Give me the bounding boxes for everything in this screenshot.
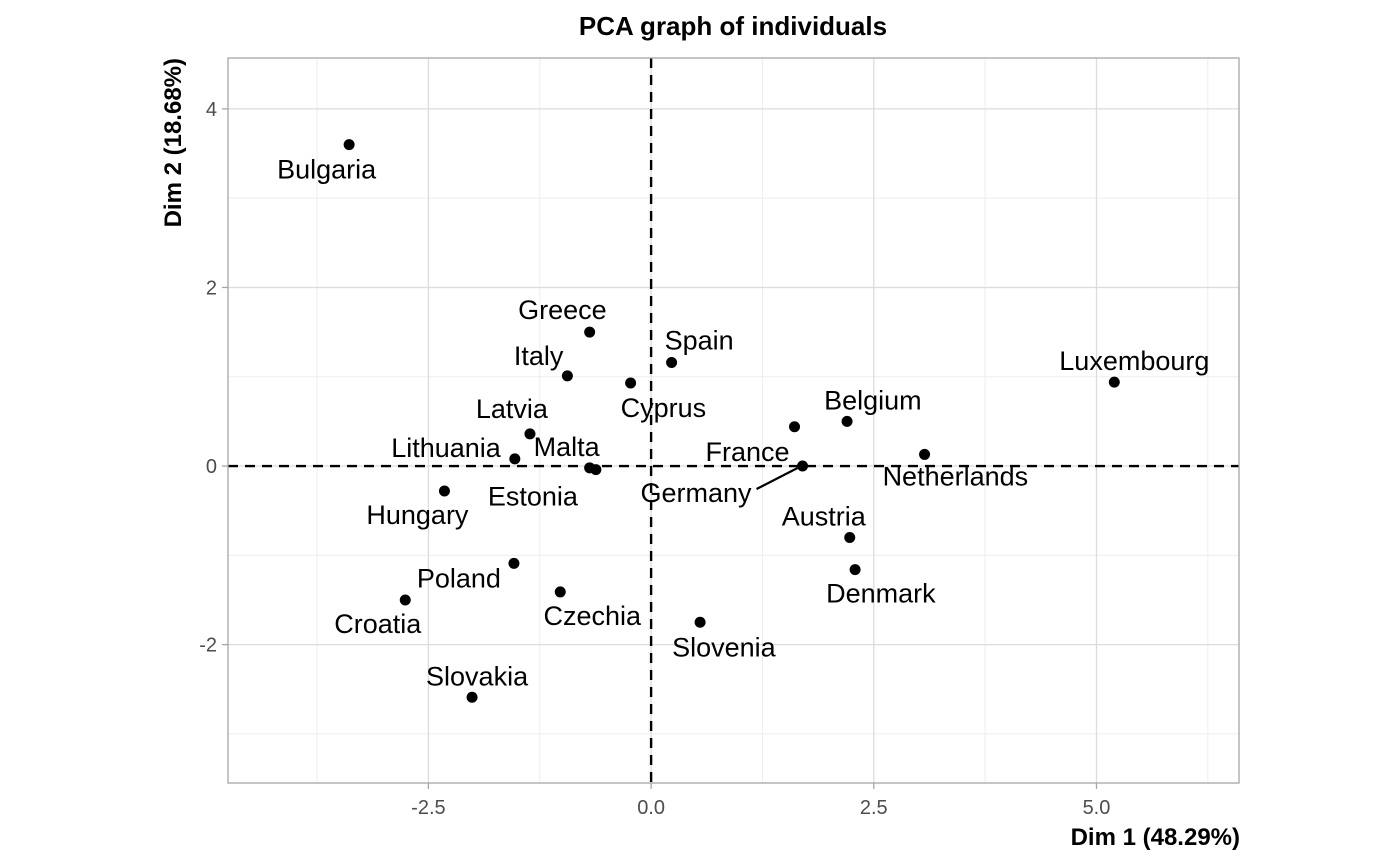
label-malta: Malta [534, 432, 601, 462]
point-netherlands [919, 448, 931, 460]
chart-title: PCA graph of individuals [579, 11, 887, 41]
point-luxembourg [1108, 376, 1120, 388]
label-italy: Italy [514, 341, 564, 371]
point-lithuania [509, 453, 521, 465]
label-slovenia: Slovenia [672, 632, 777, 662]
label-cyprus: Cyprus [621, 393, 707, 423]
label-hungary: Hungary [366, 500, 469, 530]
x-axis-title: Dim 1 (48.29%) [1071, 824, 1240, 851]
axis-ticks: -2.5 0.0 2.5 5.0 -2 0 2 4 [199, 99, 1110, 819]
y-axis-title: Dim 2 (18.68%) [160, 58, 187, 227]
x-tick-label: 5.0 [1083, 797, 1111, 819]
y-tick-label: -2 [199, 635, 217, 657]
label-luxembourg: Luxembourg [1059, 346, 1209, 376]
label-latvia: Latvia [476, 394, 549, 424]
label-bulgaria: Bulgaria [277, 155, 377, 185]
panel-border [227, 57, 1240, 784]
point-austria [844, 531, 856, 543]
point-cyprus [625, 377, 637, 389]
point-poland [508, 557, 520, 569]
label-czechia: Czechia [543, 601, 642, 631]
label-estonia: Estonia [488, 482, 579, 512]
label-leader-lines [756, 467, 799, 491]
point-spain [666, 356, 678, 368]
point-germany [797, 460, 809, 472]
label-greece: Greece [518, 295, 607, 325]
point-estonia [590, 464, 602, 476]
point-denmark [849, 564, 861, 576]
label-netherlands: Netherlands [883, 461, 1029, 491]
x-tick-label: 0.0 [637, 797, 665, 819]
point-czechia [554, 586, 566, 598]
data-points [343, 139, 1120, 703]
label-croatia: Croatia [334, 609, 422, 639]
y-tick-label: 0 [206, 456, 217, 478]
label-slovakia: Slovakia [426, 661, 529, 691]
point-greece [584, 326, 596, 338]
label-belgium: Belgium [824, 385, 922, 415]
label-spain: Spain [665, 325, 734, 355]
x-tick-label: -2.5 [411, 797, 445, 819]
leader-line-germany [756, 467, 799, 491]
point-italy [561, 370, 573, 382]
point-labels: Bulgaria Greece Italy Cyprus Spain Latvia Lith… [277, 155, 1209, 692]
point-belgium [841, 415, 853, 427]
point-france [789, 421, 801, 433]
grid-lines [228, 58, 1239, 783]
point-slovakia [466, 691, 478, 703]
point-croatia [399, 594, 411, 606]
reference-lines [228, 58, 1239, 783]
y-tick-label: 4 [206, 99, 217, 121]
label-germany: Germany [640, 478, 752, 508]
label-denmark: Denmark [826, 579, 936, 609]
point-bulgaria [343, 139, 355, 151]
y-tick-label: 2 [206, 277, 217, 299]
x-tick-label: 2.5 [860, 797, 888, 819]
point-hungary [438, 485, 450, 497]
point-slovenia [694, 616, 706, 628]
point-latvia [524, 428, 536, 440]
label-poland: Poland [417, 563, 501, 593]
label-austria: Austria [782, 501, 867, 531]
label-lithuania: Lithuania [391, 433, 502, 463]
label-france: France [705, 437, 789, 467]
